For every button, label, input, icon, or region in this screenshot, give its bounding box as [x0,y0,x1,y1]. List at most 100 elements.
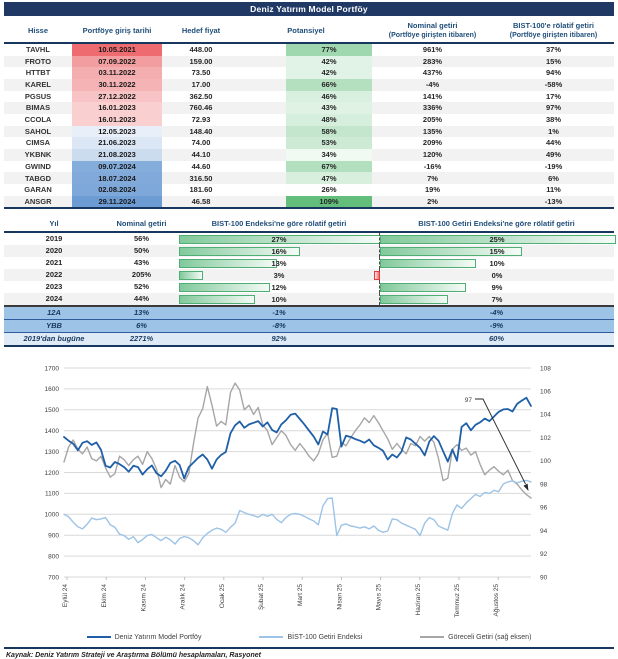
summary-nominal-cell: 2271% [129,334,154,344]
table-row: 2024 44% 10% 7% [4,293,614,306]
legend-line-swatch [86,636,111,639]
table-row: TABGD 18.07.2024 316.50 47% 7% 6% [4,172,614,185]
potential-cell: 42% [240,55,372,68]
relative-return-cell: 15% [545,56,561,66]
relative-return-cell: 44% [545,138,561,148]
right-axis-tick: 104 [540,412,551,419]
relative-return-cell: 97% [545,103,561,113]
right-axis-tick: 92 [540,551,548,558]
summary-row: YBB 6% -8% -9% [4,319,614,333]
potential-cell: 66% [240,78,372,91]
nominal-return-cell: 56% [133,234,149,244]
x-axis-label: Kasım 24 [140,584,147,612]
entry-date-cell: 18.07.2024 [72,172,162,185]
table-row: PGSUS 27.12.2022 362.50 46% 141% 17% [4,90,614,103]
nominal-return-cell: 961% [422,44,443,54]
ticker-cell: SAHOL [24,126,52,136]
potential-cell: 48% [240,113,372,126]
ticker-cell: GWIND [25,161,51,171]
target-price-cell: 44.60 [191,161,211,171]
annotation-arrow [475,398,526,485]
ticker-cell: CCOLA [24,115,52,125]
year-cell: 2023 [45,282,63,292]
entry-date-cell: 10.05.2021 [72,43,162,56]
legend-label: Deniz Yatırım Model Portföy [114,633,202,641]
relative-return-cell: 49% [545,150,561,160]
annotation-arrowhead [523,483,529,492]
potential-cell: 26% [240,184,372,196]
summary-nominal-cell: 13% [133,308,149,318]
legend-item: Göreceli Getiri (sağ eksen) [420,634,531,641]
col-header-bist100-getiri-relatif: BIST-100 Getiri Endeksi'ne göre rölatif … [418,219,575,229]
x-axis-label: Mayıs 25 [376,584,383,611]
table-row: GWIND 09.07.2024 44.60 67% -16% -19% [4,160,614,173]
target-price-cell: 46.58 [191,196,211,206]
summary-label-cell: 2019'dan bugüne [23,334,85,344]
potential-cell: 46% [240,90,372,103]
data-bar [179,246,300,257]
left-axis-tick: 1100 [45,491,59,498]
relative-return-cell: 37% [545,44,561,54]
summary-relative-cell-2: 60% [488,334,504,344]
series-line [63,479,532,546]
relative-return-bar-cell-1: 10% [179,293,379,305]
portfolio-header-row: Hisse Portföye giriş tarihi Hedef fiyat … [4,18,614,44]
data-bar [179,282,270,293]
table-row: 2023 52% 12% 9% [4,281,614,294]
relative-return-bar-cell-1: 3% [179,269,379,281]
entry-date-cell: 09.07.2024 [72,160,162,173]
ticker-cell: BIMAS [25,103,51,113]
entry-date-cell: 29.11.2024 [72,195,162,208]
nominal-return-cell: 50% [133,246,149,256]
x-axis-label: Aralık 24 [180,584,187,610]
left-axis-tick: 700 [48,575,59,582]
performance-chart: 700 800 900 1000 1100 1200 1300 1400 1500 1600 170… [4,352,614,644]
chart-legend: Deniz Yatırım Model Portföy BİST-100 Geti… [4,630,614,644]
ticker-cell: GARAN [24,185,52,195]
ticker-cell: PGSUS [24,91,52,101]
nominal-return-cell: 205% [131,270,152,280]
series-line [63,397,532,480]
summary-relative-cell-2: -9% [489,321,504,331]
data-bar [380,282,467,293]
relative-return-bar-cell-2: 10% [379,257,614,270]
ticker-cell: ANSGR [24,196,52,206]
entry-date-cell: 27.12.2022 [72,90,162,103]
x-axis-label: Ekim 24 [101,584,108,608]
relative-return-cell: 6% [548,173,559,183]
table-row: ANSGR 29.11.2024 46.58 109% 2% -13% [4,195,614,208]
relative-return-cell: -58% [544,80,563,89]
x-axis-label: Ocak 25 [219,584,226,609]
target-price-cell: 72.93 [191,115,211,125]
potential-cell: 109% [240,195,372,208]
right-axis-tick: 94 [540,528,548,535]
relative-return-bar-cell-2: 15% [379,245,614,258]
legend-line-swatch [420,636,445,639]
right-axis-tick: 106 [540,389,551,396]
entry-date-cell: 30.11.2022 [72,78,162,91]
nominal-return-cell: 43% [133,258,149,268]
relative-return-cell: 38% [545,115,561,125]
potential-cell: 77% [240,43,372,56]
relative-return-cell: 17% [545,91,561,101]
relative-return-cell: -13% [544,196,563,206]
right-axis-tick: 100 [540,458,551,465]
nominal-return-cell: 2% [427,196,438,206]
nominal-return-cell: 283% [422,56,443,66]
table-row: HTTBT 03.11.2022 73.50 42% 437% 94% [4,67,614,79]
relative-return-cell: -19% [544,161,563,171]
entry-date-cell: 12.05.2023 [72,125,162,138]
legend-label: BİST-100 Getiri Endeksi [287,633,363,641]
relative-return-cell: 94% [545,68,561,78]
summary-relative-cell-1: -1% [272,308,286,318]
summary-relative-cell-1: -8% [272,321,286,331]
potential-cell: 34% [240,149,372,161]
legend-item: Deniz Yatırım Model Portföy [86,633,202,641]
right-axis-tick: 108 [540,366,551,373]
ticker-cell: HTTBT [25,68,51,78]
relative-return-bar-cell-1: 16% [179,245,379,257]
legend-item: BİST-100 Getiri Endeksi [259,634,362,641]
entry-date-cell: 16.01.2023 [72,113,162,126]
yearly-header-row: Yıl Nominal getiri BIST-100 Endeksi'ne g… [4,216,614,234]
left-axis-tick: 900 [48,533,59,540]
